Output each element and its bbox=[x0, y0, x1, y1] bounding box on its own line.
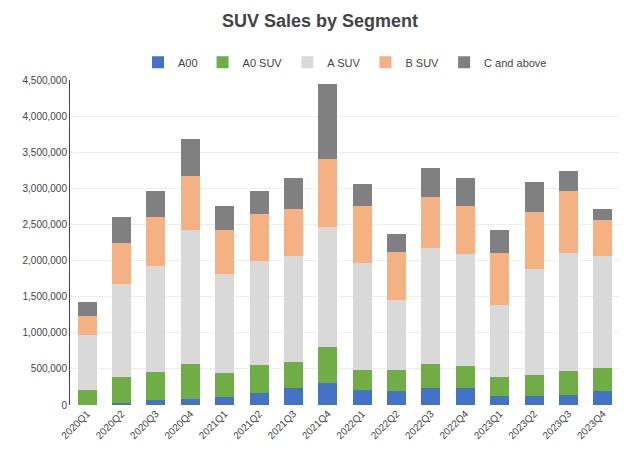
svg-text:SUV Sales by Segment: SUV Sales by Segment bbox=[222, 11, 418, 31]
svg-text:C and above: C and above bbox=[484, 57, 546, 69]
svg-text:A0 SUV: A0 SUV bbox=[243, 57, 283, 69]
svg-text:500,000: 500,000 bbox=[31, 363, 68, 374]
svg-text:4,500,000: 4,500,000 bbox=[23, 75, 68, 86]
svg-text:2020Q1: 2020Q1 bbox=[59, 408, 92, 441]
svg-text:2,500,000: 2,500,000 bbox=[23, 219, 68, 230]
svg-text:2021Q4: 2021Q4 bbox=[300, 408, 333, 441]
svg-text:2,000,000: 2,000,000 bbox=[23, 255, 68, 266]
svg-text:B SUV: B SUV bbox=[405, 57, 439, 69]
svg-text:1,000,000: 1,000,000 bbox=[23, 327, 68, 338]
svg-text:A00: A00 bbox=[178, 57, 198, 69]
svg-text:2020Q3: 2020Q3 bbox=[128, 408, 161, 441]
svg-text:2022Q2: 2022Q2 bbox=[369, 408, 402, 441]
svg-text:2020Q4: 2020Q4 bbox=[162, 408, 195, 441]
svg-text:3,500,000: 3,500,000 bbox=[23, 147, 68, 158]
svg-text:2021Q3: 2021Q3 bbox=[265, 408, 298, 441]
svg-text:2023Q1: 2023Q1 bbox=[472, 408, 505, 441]
svg-text:1,500,000: 1,500,000 bbox=[23, 291, 68, 302]
svg-text:2021Q1: 2021Q1 bbox=[197, 408, 230, 441]
svg-text:2021Q2: 2021Q2 bbox=[231, 408, 264, 441]
svg-text:2020Q2: 2020Q2 bbox=[94, 408, 127, 441]
svg-text:0: 0 bbox=[61, 400, 67, 411]
svg-text:2022Q1: 2022Q1 bbox=[334, 408, 367, 441]
svg-text:2022Q4: 2022Q4 bbox=[437, 408, 470, 441]
svg-text:2023Q3: 2023Q3 bbox=[540, 408, 573, 441]
svg-text:A SUV: A SUV bbox=[327, 57, 360, 69]
svg-text:2023Q2: 2023Q2 bbox=[506, 408, 539, 441]
svg-text:4,000,000: 4,000,000 bbox=[23, 111, 68, 122]
svg-text:2023Q4: 2023Q4 bbox=[575, 408, 608, 441]
svg-text:3,000,000: 3,000,000 bbox=[23, 183, 68, 194]
svg-text:2022Q3: 2022Q3 bbox=[403, 408, 436, 441]
